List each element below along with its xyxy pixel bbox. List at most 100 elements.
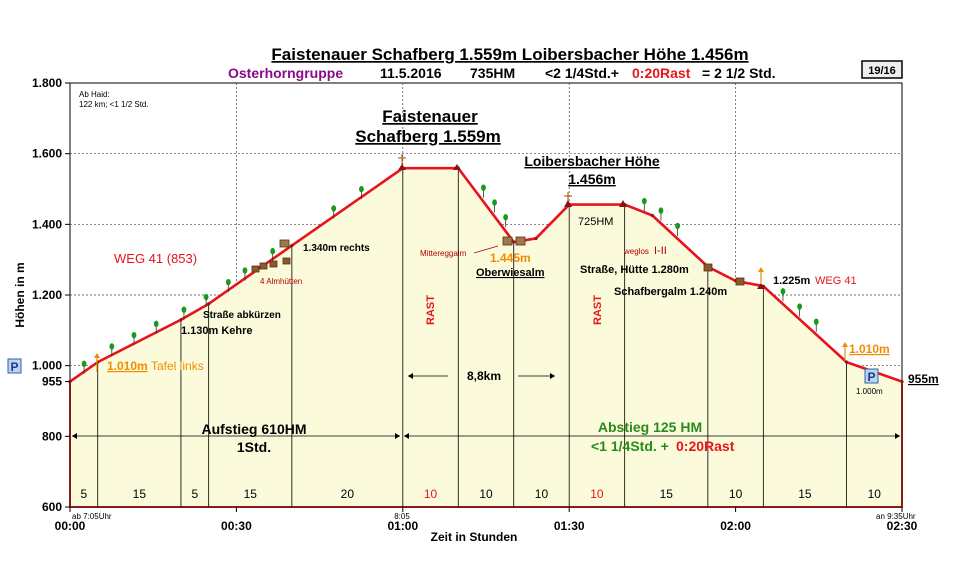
waypoint-note: Straße, Hütte 1.280m <box>580 264 689 276</box>
waypoint-altitude: 1.225m <box>773 275 811 287</box>
segment-lines <box>97 168 847 507</box>
waypoint-altitude: 1.010m <box>849 342 890 356</box>
summit-1-label: Faistenauer <box>382 107 478 126</box>
parking-icon <box>864 368 879 384</box>
tree-icon <box>109 343 115 350</box>
segment-minute-labels: 5 15 5 15 20 10 10 10 10 15 10 15 10 <box>81 487 882 501</box>
profile-point <box>844 360 849 364</box>
rast-label: 0:20Rast <box>632 65 691 81</box>
time-label: <2 1/4Std.+ <box>545 65 619 81</box>
y-tick-label: 1.000 <box>32 359 62 373</box>
parking-icon-label: P <box>867 370 875 384</box>
difficulty-grade: I-II <box>654 245 667 257</box>
tree-icon <box>359 185 364 193</box>
distance-arrow-left-head <box>408 373 413 379</box>
hut-icon <box>703 263 713 272</box>
x-tick-label: 01:30 <box>554 519 585 533</box>
summit-time: 8:05 <box>394 512 410 521</box>
end-time: an 9:35Uhr <box>876 512 916 521</box>
profile-point <box>900 379 904 384</box>
y-tick-label: 1.800 <box>32 76 62 90</box>
descent-time: <1 1/4Std. + <box>591 438 669 454</box>
chart-title: Faistenauer Schafberg 1.559m Loibersbach… <box>271 45 748 64</box>
waypoint-marker <box>398 164 406 170</box>
tree-icon <box>81 360 87 367</box>
rest-label: RAST <box>592 295 604 325</box>
segment-minutes-label: 15 <box>244 487 258 501</box>
segment-minutes-label: 10 <box>479 487 493 501</box>
tree-icon <box>331 205 337 212</box>
signpost-arrow-icon <box>94 353 100 358</box>
waypoint-altitude: 1.010m <box>107 359 148 373</box>
tree-icon <box>270 247 276 255</box>
trail-label: WEG 41 (853) <box>114 251 197 266</box>
tree-icon <box>780 288 786 295</box>
tree-icon <box>797 303 803 310</box>
y-tick-label: 1.400 <box>32 217 62 231</box>
hut-icon <box>282 257 291 265</box>
waypoint-note: 1.340m rechts <box>303 243 370 254</box>
segment-minutes-label: 15 <box>660 487 674 501</box>
waypoint-note: 1.130m Kehre <box>181 325 253 337</box>
page-badge: 19/16 <box>868 65 896 77</box>
profile-point <box>207 302 211 306</box>
tree-icon <box>131 331 137 339</box>
end-altitude: 955m <box>908 372 939 386</box>
signpost-arrow-icon <box>758 267 764 272</box>
ascent-label: Aufstieg 610HM <box>201 421 306 437</box>
tree-icon <box>181 306 187 313</box>
date-label: 11.5.2016 <box>380 65 442 81</box>
hut-icon <box>279 239 290 248</box>
hm-label: 735HM <box>470 65 515 81</box>
waypoint-altitude: 1.445m <box>490 251 531 265</box>
x-tick-label: 01:00 <box>387 519 418 533</box>
tree-icon <box>641 197 647 205</box>
tree-icon <box>225 278 231 286</box>
group-label: Osterhorngruppe <box>228 65 343 81</box>
tree-icon <box>242 267 248 274</box>
profile-point <box>650 213 655 218</box>
y-tick-label: 800 <box>42 429 62 443</box>
y-tick-label: 955 <box>42 375 62 389</box>
descent-rest: 0:20Rast <box>676 438 735 454</box>
segment-minutes-label: 15 <box>133 487 147 501</box>
x-tick-label: 02:30 <box>887 519 918 533</box>
segment-minutes-label: 10 <box>424 487 438 501</box>
waypoint-note: Straße abkürzen <box>203 310 281 321</box>
segment-minutes-label: 5 <box>191 487 198 501</box>
tree-icon <box>153 320 159 328</box>
profile-point <box>534 236 538 241</box>
summit-1-label: Schafberg 1.559m <box>355 127 501 146</box>
parking-icon-label: P <box>10 360 18 374</box>
summit-2-label: Loibersbacher Höhe <box>524 153 660 169</box>
summit-2-label: 1.456m <box>568 171 615 187</box>
waypoint-note: 725HM <box>578 216 613 228</box>
x-tick-label: 02:00 <box>720 519 751 533</box>
profile-point <box>290 243 294 248</box>
page-badge-box <box>861 60 903 79</box>
waypoint-marker <box>564 200 572 207</box>
hut-icon <box>259 262 268 270</box>
segment-minutes-label: 15 <box>798 487 812 501</box>
x-tick-label: 00:00 <box>55 519 86 533</box>
tree-icon <box>658 207 664 214</box>
waypoint-altitude: 1.000m <box>856 387 883 396</box>
profile-point <box>512 240 516 244</box>
tree-icon <box>675 222 680 230</box>
axis-ticks: 600 800 955 1.000 1.200 1.400 1.600 1.800 00:00 0… <box>32 76 918 533</box>
parking-icon <box>7 358 22 374</box>
hut-label: Oberwiesalm <box>476 267 545 279</box>
descent-label: Abstieg 125 HM <box>598 419 702 435</box>
pointer-arrow-icon <box>473 245 499 254</box>
hut-label: Mittereggalm <box>420 249 467 258</box>
descent-span-arrow <box>404 433 409 439</box>
segment-minutes-label: 10 <box>590 487 604 501</box>
total-time-label: = 2 1/2 Std. <box>702 65 776 81</box>
tree-icon <box>503 214 509 221</box>
hut-icon <box>735 277 745 286</box>
y-tick-label: 1.200 <box>32 288 62 302</box>
waypoint-marker <box>757 283 765 289</box>
y-tick-label: 1.600 <box>32 147 62 161</box>
descent-span-arrow <box>895 433 900 439</box>
